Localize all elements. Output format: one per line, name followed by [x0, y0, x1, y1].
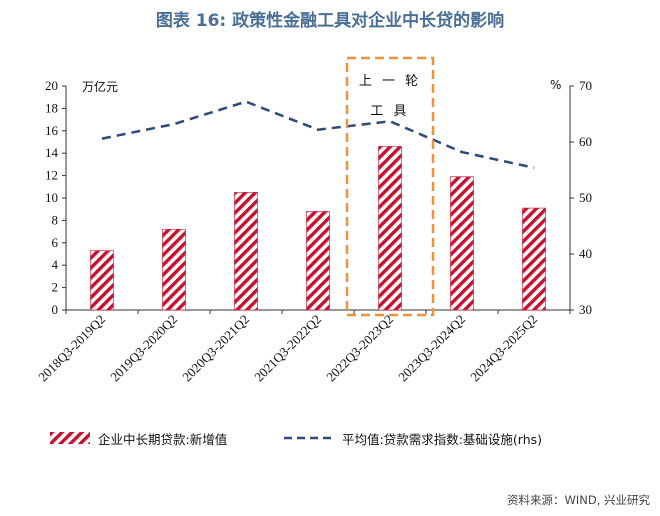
- x-tick-label: 2022Q3-2023Q2: [323, 312, 396, 385]
- left-tick-label: 2: [52, 280, 59, 295]
- left-tick-label: 12: [45, 168, 58, 183]
- left-tick-label: 0: [52, 302, 59, 317]
- x-tick-label: 2021Q3-2022Q2: [251, 312, 324, 385]
- x-tick-label: 2020Q3-2021Q2: [179, 312, 252, 385]
- annotation-line-1: 上 一 轮: [358, 74, 422, 89]
- legend-line-swatch: [284, 436, 334, 440]
- left-axis-unit: 万亿元: [82, 80, 119, 94]
- bar: [450, 176, 474, 311]
- right-tick-label: 30: [579, 302, 592, 317]
- left-tick-label: 20: [45, 78, 58, 93]
- legend-line-label: 平均值:贷款需求指数:基础设施(rhs): [342, 431, 543, 447]
- x-tick-label: 2024Q3-2025Q2: [467, 312, 540, 385]
- bar: [378, 146, 402, 311]
- left-tick-label: 10: [45, 190, 58, 205]
- bar: [234, 192, 258, 311]
- bar: [162, 229, 186, 311]
- legend-bar-swatch: [50, 432, 90, 444]
- left-tick-label: 4: [52, 257, 59, 272]
- right-axis-unit: %: [550, 78, 562, 92]
- left-tick-label: 16: [45, 123, 59, 138]
- bar: [90, 250, 114, 311]
- highlight-box: [345, 56, 435, 317]
- source-note: 资料来源：WIND, 兴业研究: [506, 493, 650, 507]
- left-tick-label: 14: [45, 145, 59, 160]
- chart-title: 图表 16: 政策性金融工具对企业中长贷的影响: [155, 11, 505, 31]
- x-tick-label: 2019Q3-2020Q2: [107, 312, 180, 385]
- legend-line-entry: 平均值:贷款需求指数:基础设施(rhs): [282, 428, 542, 448]
- right-tick-label: 70: [579, 78, 592, 93]
- legend-bar-entry: 企业中长期贷款:新增值: [50, 428, 227, 448]
- left-tick-label: 6: [52, 235, 59, 250]
- right-tick-label: 40: [579, 246, 592, 261]
- bar: [522, 207, 546, 311]
- left-tick-label: 8: [52, 212, 59, 227]
- legend-bar-label: 企业中长期贷款:新增值: [98, 431, 228, 447]
- right-tick-label: 60: [579, 134, 592, 149]
- right-tick-label: 50: [579, 190, 592, 205]
- demand-index-line: [101, 100, 535, 169]
- left-tick-label: 18: [45, 100, 58, 115]
- bar: [306, 211, 330, 311]
- annotation-line-2: 工 具: [370, 104, 410, 119]
- x-tick-label: 2018Q3-2019Q2: [35, 312, 108, 385]
- x-tick-label: 2023Q3-2024Q2: [395, 312, 468, 385]
